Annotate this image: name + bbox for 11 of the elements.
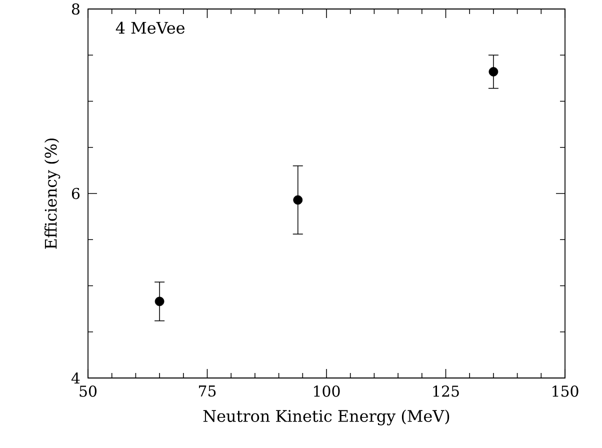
y-tick-label: 6	[72, 188, 80, 200]
x-tick-label: 75	[198, 386, 216, 397]
x-tick-label: 125	[433, 386, 459, 397]
y-tick-label: 8	[72, 3, 80, 15]
x-axis-title: Neutron Kinetic Energy (MeV)	[203, 410, 450, 426]
x-tick-label: 100	[314, 386, 340, 397]
y-axis-title: Efficiency (%)	[44, 138, 60, 249]
y-tick-label: 4	[71, 372, 80, 384]
annotation: 4 MeVee	[116, 22, 184, 34]
x-tick-label: 50	[80, 386, 97, 397]
x-tick-label: 150	[552, 386, 578, 397]
